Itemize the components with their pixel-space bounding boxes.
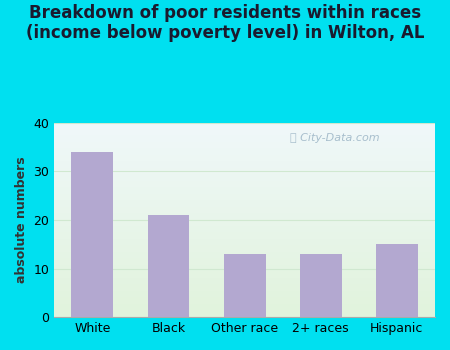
Bar (300, 254, 342, 317)
Y-axis label: absolute numbers: absolute numbers (15, 157, 28, 283)
Text: Breakdown of poor residents within races
(income below poverty level) in Wilton,: Breakdown of poor residents within races… (26, 4, 424, 42)
Bar (224, 254, 266, 317)
Bar (376, 244, 418, 317)
Bar (148, 215, 189, 317)
Text: ⓘ City-Data.com: ⓘ City-Data.com (290, 133, 380, 142)
Bar (72, 152, 113, 317)
